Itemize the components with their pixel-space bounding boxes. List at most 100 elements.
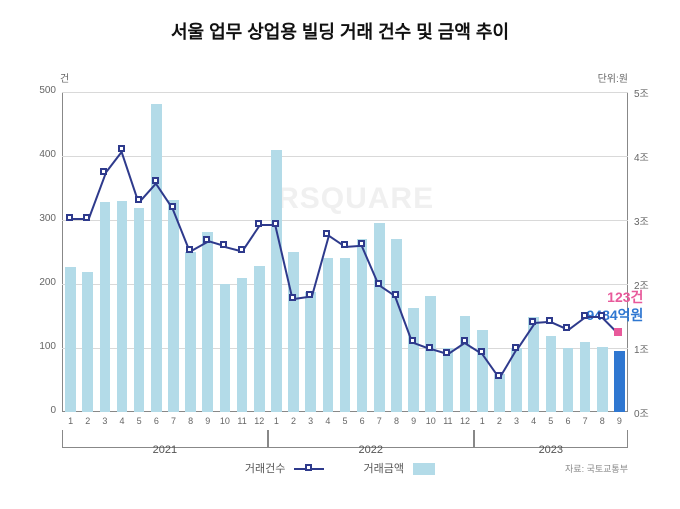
bar [597,347,608,412]
x-tick: 9 [199,416,216,426]
line-marker [100,168,107,175]
x-tick: 12 [251,416,268,426]
bar [494,374,505,412]
x-tick: 6 [354,416,371,426]
line-marker [186,246,193,253]
line-marker [118,145,125,152]
bar [340,258,351,412]
bar [391,239,402,412]
x-tick: 6 [148,416,165,426]
x-tick: 3 [302,416,319,426]
y-right-tick: 0조 [634,405,649,420]
x-tick: 9 [611,416,628,426]
y-right-tick: 5조 [634,85,649,100]
line-marker [238,246,245,253]
year-group-label: 2021 [62,430,268,448]
gridline [62,156,628,157]
line-marker [289,294,296,301]
annotation-count: 123건 [549,287,643,307]
year-group-label: 2022 [268,430,474,448]
x-tick: 7 [371,416,388,426]
bar [254,266,265,412]
line-marker [66,214,73,221]
legend-line-marker-icon [294,464,324,474]
line-marker [306,291,313,298]
y-left-tick: 100 [39,341,56,352]
bar [305,292,316,412]
x-tick: 10 [422,416,439,426]
y-left-tick: 200 [39,277,56,288]
bar [546,336,557,412]
source-text: 자료: 국토교통부 [565,462,628,475]
bar [614,351,625,412]
x-tick: 8 [182,416,199,426]
x-tick: 10 [216,416,233,426]
legend-item-line: 거래건수 [245,460,325,476]
x-tick: 5 [542,416,559,426]
line-marker [220,241,227,248]
line-marker [341,241,348,248]
year-group-label: 2023 [474,430,628,448]
bar [151,104,162,412]
bar [202,232,213,412]
chart-title: 서울 업무 상업용 빌딩 거래 건수 및 금액 추이 [0,18,680,44]
x-tick: 2 [79,416,96,426]
bar [374,223,385,412]
line-marker [255,220,262,227]
bar [220,284,231,412]
y-right-tick: 3조 [634,213,649,228]
y-left-tick: 500 [39,85,56,96]
line-marker [272,220,279,227]
gridline [62,220,628,221]
bar [237,278,248,412]
line-marker [409,337,416,344]
x-tick: 3 [96,416,113,426]
y-right-tick: 4조 [634,149,649,164]
line-marker [581,312,588,319]
y-left-axis-label: 건 [60,70,69,85]
bar [65,267,76,412]
line-marker [598,312,605,319]
bar [82,272,93,412]
line-marker [135,196,142,203]
x-tick: 8 [388,416,405,426]
x-tick: 7 [577,416,594,426]
y-left-tick: 0 [50,405,56,416]
x-tick: 3 [508,416,525,426]
x-tick: 1 [62,416,79,426]
x-tick: 4 [113,416,130,426]
line-marker [614,328,622,336]
bar [271,150,282,412]
line-marker [152,177,159,184]
x-tick: 2 [491,416,508,426]
x-tick: 11 [439,416,456,426]
bar [443,348,454,412]
bar [185,252,196,412]
line-marker [375,280,382,287]
legend-item-bars: 거래금액 [364,460,436,476]
x-tick: 4 [525,416,542,426]
bar [100,202,111,412]
x-tick: 9 [405,416,422,426]
line-marker [478,348,485,355]
line-marker [83,214,90,221]
line-marker [323,230,330,237]
legend-line-label: 거래건수 [245,463,285,475]
x-tick: 4 [319,416,336,426]
x-tick: 5 [131,416,148,426]
line-marker [169,203,176,210]
bar [168,200,179,412]
bar [425,296,436,412]
bar [288,252,299,412]
legend-bars-swatch-icon [413,463,435,475]
x-tick: 6 [559,416,576,426]
bar [117,201,128,412]
chart-container: 서울 업무 상업용 빌딩 거래 건수 및 금액 추이 RSQUARE 건 단위:… [0,0,680,509]
y-left-tick: 300 [39,213,56,224]
x-tick: 5 [336,416,353,426]
x-tick: 2 [285,416,302,426]
x-tick: 7 [165,416,182,426]
line-marker [495,372,502,379]
bar [460,316,471,412]
bar [323,258,334,412]
